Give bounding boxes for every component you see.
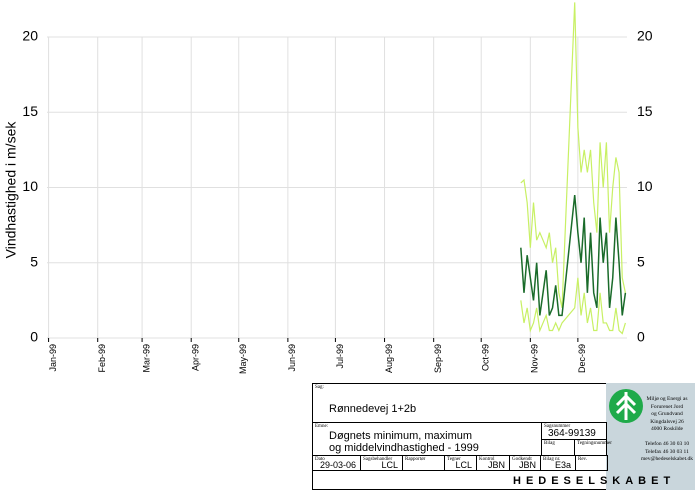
y2-tick-label: 10 xyxy=(637,178,653,194)
info-label: Tegner xyxy=(447,457,461,462)
info-label: Dato xyxy=(315,457,325,462)
sagsnummer: 364-99139 xyxy=(548,428,596,439)
y-tick-label: 10 xyxy=(22,178,38,194)
tegningsnummer-label: Tegningsnummer xyxy=(577,441,612,446)
info-value: JBN xyxy=(487,460,505,470)
x-tick-label: Jan-99 xyxy=(48,344,58,372)
logo xyxy=(609,389,643,423)
series-line xyxy=(520,194,627,317)
title-block: Miljø og Energi as Forurenet Jord og Grund… xyxy=(312,383,695,490)
tegningsnummer-cell: Tegningsnummer xyxy=(574,439,612,456)
x-tick-label: Mar-99 xyxy=(141,344,151,373)
address-line: 4000 Roskilde xyxy=(651,426,683,432)
address-line: Telefon 46 30 03 10 xyxy=(644,441,690,447)
address: Miljø og Energi as Forurenet Jord og Grund… xyxy=(641,396,693,464)
y2-tick-label: 0 xyxy=(637,329,645,345)
info-value: LCL xyxy=(455,460,472,470)
y2-tick-label: 20 xyxy=(637,28,653,44)
bilag-label: Bilag xyxy=(544,441,555,446)
sagsnummer-label: Sagsnummer xyxy=(544,424,571,429)
y2-tick-label: 15 xyxy=(637,103,653,119)
emne-2: og middelvindhastighed - 1999 xyxy=(329,442,479,454)
info-label: Godkendt xyxy=(512,457,532,462)
bilag-cell: Bilag xyxy=(541,439,575,456)
info-value: 29-03-06 xyxy=(319,460,356,470)
y-tick-label: 15 xyxy=(22,103,38,119)
address-line xyxy=(641,434,693,442)
info-cell: Bilag nr. E3a xyxy=(540,455,576,471)
y-tick-label: 5 xyxy=(30,253,38,269)
y-tick-label: 0 xyxy=(30,329,38,345)
info-cell: Dato 29-03-06 xyxy=(312,455,361,471)
address-line: Miljø og Energi as xyxy=(646,396,688,402)
info-cell: Rev. xyxy=(575,455,608,471)
x-tick-label: Aug-99 xyxy=(384,344,394,373)
address-line: Kingdalsvej 26 xyxy=(650,418,684,425)
info-cell: Sagsbehandler LCL xyxy=(360,455,403,471)
x-tick-label: Jul-99 xyxy=(335,344,345,369)
address-line: Telefax 46 30 03 11 xyxy=(645,448,689,455)
address-line: mev@hedeselskabet.dk xyxy=(641,456,693,462)
info-label: Rev. xyxy=(578,457,587,462)
sag: Rønnedevej 1+2b xyxy=(329,403,417,415)
company: HEDESELSKABET xyxy=(513,475,676,487)
sag-label: Sag: xyxy=(315,385,324,390)
info-label: Rapportør xyxy=(405,457,426,462)
info-value: E3a xyxy=(554,460,571,470)
series-line xyxy=(520,2,627,309)
info-label: Kontrol xyxy=(479,457,495,462)
info-cell: Tegner LCL xyxy=(444,455,477,471)
x-tick-label: Jun-99 xyxy=(287,344,297,372)
x-tick-label: Dec-99 xyxy=(577,344,587,373)
sagsnummer-cell: Sagsnummer 364-99139 xyxy=(541,422,607,440)
emne-label: Emne: xyxy=(315,424,329,429)
info-cell: Rapportør xyxy=(402,455,445,471)
info-value: JBN xyxy=(518,460,536,470)
info-label: Bilag nr. xyxy=(543,457,561,462)
y-tick-label: 20 xyxy=(22,28,38,44)
address-line: og Grundvand xyxy=(651,411,683,417)
y2-tick-label: 5 xyxy=(637,253,645,269)
emne-1: Døgnets minimum, maximum xyxy=(329,430,473,442)
x-tick-label: Nov-99 xyxy=(530,344,540,373)
y-axis-label: Vindhastighed i m/sek xyxy=(3,121,19,259)
info-value: LCL xyxy=(381,460,398,470)
x-tick-label: Apr-99 xyxy=(191,344,201,371)
x-tick-label: Oct-99 xyxy=(481,344,491,371)
info-cell: Kontrol JBN xyxy=(476,455,510,471)
info-cell: Godkendt JBN xyxy=(509,455,541,471)
address-line: Forurenet Jord xyxy=(650,403,684,410)
info-label: Sagsbehandler xyxy=(363,457,393,462)
x-tick-label: Feb-99 xyxy=(97,344,107,373)
x-tick-label: May-99 xyxy=(238,344,248,374)
series-line xyxy=(520,277,626,335)
x-tick-label: Sep-99 xyxy=(433,344,443,373)
